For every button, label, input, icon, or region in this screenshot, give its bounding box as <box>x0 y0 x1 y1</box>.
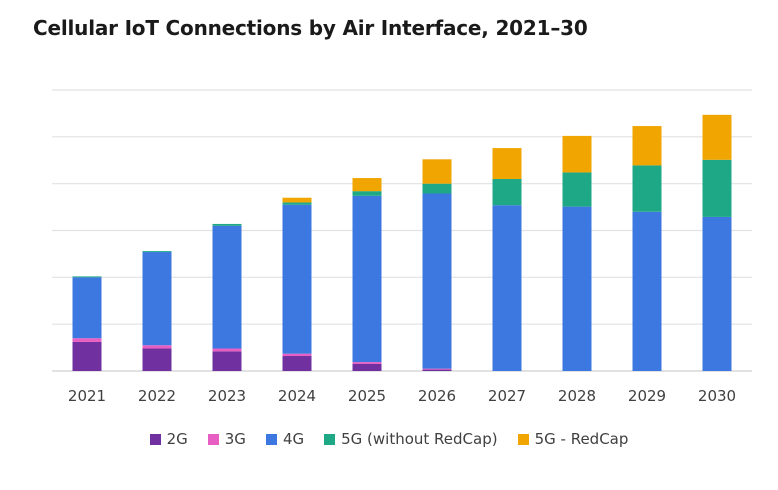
legend-label: 2G <box>166 430 188 448</box>
bar-segment-2023-4g <box>212 225 242 349</box>
bar-segment-2021-4g <box>72 277 102 339</box>
bar-stacks <box>72 114 732 371</box>
bar-segment-2024-5g-redcap <box>282 197 312 203</box>
legend-swatch <box>324 433 336 445</box>
legend-swatch <box>149 433 161 445</box>
bar-segment-2021-3g <box>72 338 102 342</box>
chart-legend: 2G 3G 4G 5G (without RedCap) 5G - RedCap <box>0 430 778 448</box>
bar-segment-2028-5g-redcap <box>562 135 592 173</box>
legend-item: 5G (without RedCap) <box>324 430 498 448</box>
bar-segment-2029-5g-redcap <box>632 126 662 166</box>
legend-swatch <box>265 433 277 445</box>
bar-segment-2024-4g <box>282 204 312 354</box>
bar-segment-2022-3g <box>142 345 172 349</box>
bar-segment-2023-5g-without-redcap- <box>212 223 242 226</box>
x-axis-tick-labels: 2021 2022 2023 2024 2025 2026 2027 2028 2029 2030 <box>68 387 736 405</box>
bar-segment-2026-3g <box>422 368 452 370</box>
x-tick-label: 2026 <box>418 387 456 405</box>
x-tick-label: 2028 <box>558 387 596 405</box>
legend-label: 4G <box>282 430 305 448</box>
legend-label: 5G - RedCap <box>534 430 629 448</box>
chart-title: Cellular IoT Connections by Air Interfac… <box>33 16 588 40</box>
x-tick-label: 2029 <box>628 387 666 405</box>
bar-segment-2021-2g <box>72 341 102 371</box>
x-tick-label: 2021 <box>68 387 106 405</box>
bar-segment-2021-5g-without-redcap- <box>72 276 102 278</box>
bar-segment-2029-5g-without-redcap- <box>632 165 662 212</box>
bar-segment-2026-5g-redcap <box>422 159 452 184</box>
bar-segment-2024-5g-without-redcap- <box>282 202 312 205</box>
bar-segment-2025-5g-redcap <box>352 178 382 192</box>
x-tick-label: 2030 <box>698 387 736 405</box>
bar-segment-2026-5g-without-redcap- <box>422 183 452 194</box>
bar-segment-2027-5g-redcap <box>492 148 522 179</box>
bar-segment-2030-5g-redcap <box>702 114 732 160</box>
bar-segment-2025-2g <box>352 363 382 371</box>
bar-segment-2022-2g <box>142 348 172 371</box>
x-tick-label: 2025 <box>348 387 386 405</box>
bar-segment-2028-4g <box>562 206 592 371</box>
legend-swatch <box>207 433 219 445</box>
bar-segment-2028-5g-without-redcap- <box>562 172 592 207</box>
bar-segment-2029-4g <box>632 211 662 371</box>
bar-segment-2030-5g-without-redcap- <box>702 159 732 217</box>
bar-segment-2025-4g <box>352 195 382 363</box>
bar-segment-2022-5g-without-redcap- <box>142 251 172 253</box>
bar-segment-2027-4g <box>492 205 522 371</box>
legend-label: 3G <box>224 430 246 448</box>
x-tick-label: 2022 <box>138 387 176 405</box>
legend-item: 4G <box>265 430 305 448</box>
bar-segment-2024-2g <box>282 356 312 371</box>
bar-segment-2022-4g <box>142 252 172 346</box>
legend-item: 5G - RedCap <box>517 430 629 448</box>
bar-segment-2030-4g <box>702 216 732 371</box>
bar-segment-2024-3g <box>282 353 312 357</box>
bar-segment-2025-5g-without-redcap- <box>352 191 382 196</box>
bar-segment-2027-5g-without-redcap- <box>492 178 522 206</box>
legend-item: 2G <box>149 430 188 448</box>
bar-segment-2023-2g <box>212 351 242 371</box>
legend-swatch <box>517 433 529 445</box>
x-tick-label: 2027 <box>488 387 526 405</box>
bar-segment-2026-4g <box>422 193 452 369</box>
bar-segment-2026-2g <box>422 369 452 371</box>
x-tick-label: 2024 <box>278 387 316 405</box>
bar-segment-2023-3g <box>212 348 242 352</box>
legend-label: 5G (without RedCap) <box>341 430 498 448</box>
legend-item: 3G <box>207 430 246 448</box>
x-tick-label: 2023 <box>208 387 246 405</box>
bar-segment-2025-3g <box>352 362 382 364</box>
